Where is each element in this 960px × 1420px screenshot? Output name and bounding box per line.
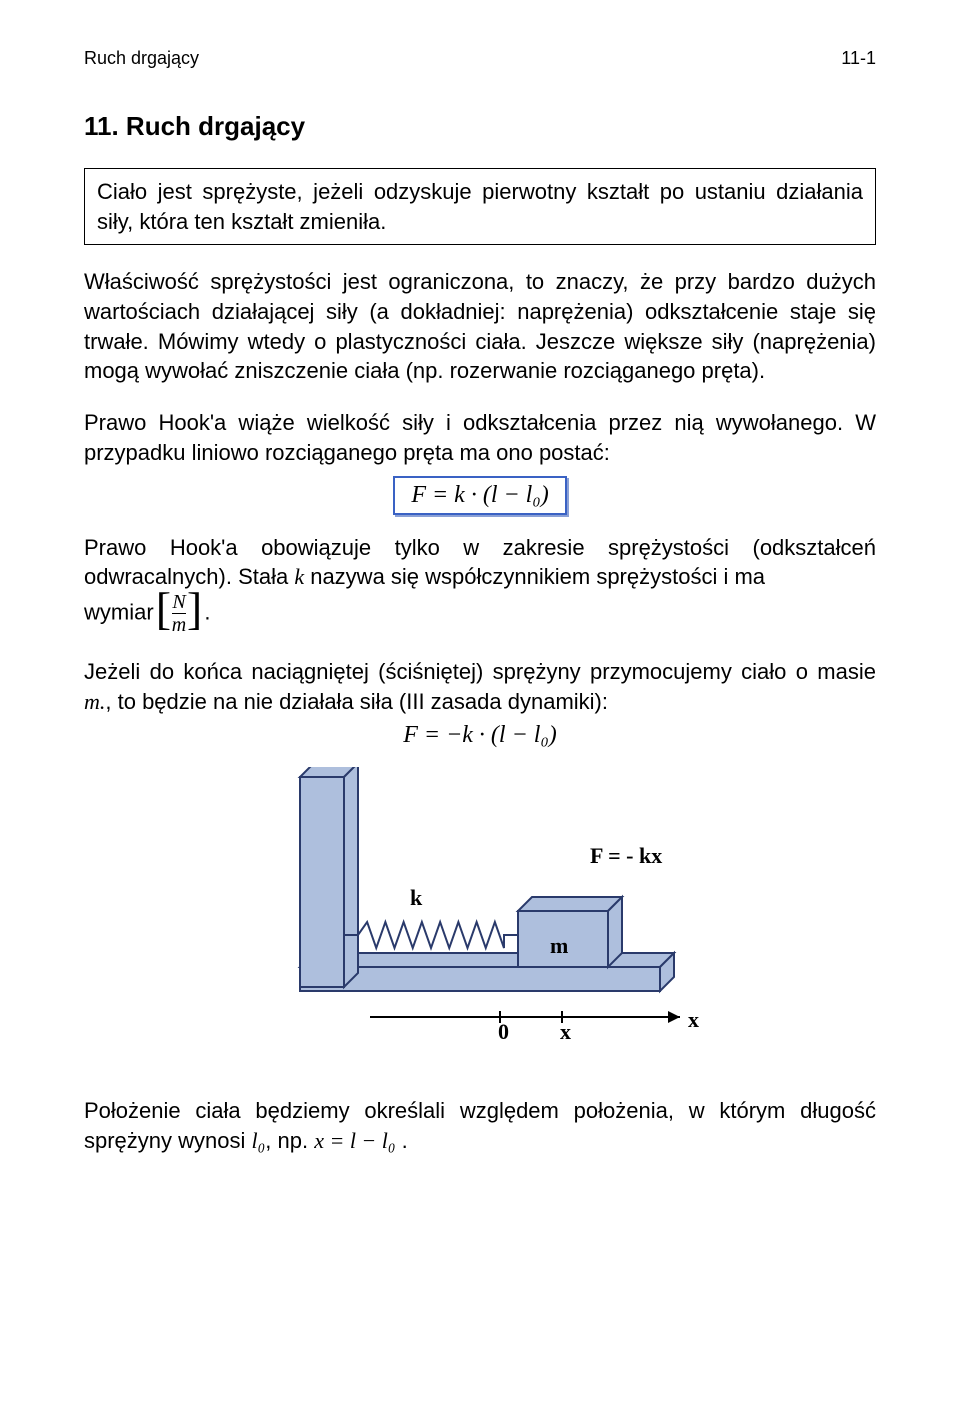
paragraph-4: Jeżeli do końca naciągniętej (ściśniętej… (84, 657, 876, 716)
p5-eq: x = l − l₀ (314, 1128, 395, 1153)
p4-m: m. (84, 689, 105, 714)
unit-bracket: Nm (162, 592, 196, 635)
paragraph-5: Położenie ciała będziemy określali wzglę… (84, 1096, 876, 1155)
p4-text-a: Jeżeli do końca naciągniętej (ściśniętej… (84, 659, 876, 684)
p5-text-b: , np. (265, 1128, 314, 1153)
paragraph-2: Prawo Hook'a wiąże wielkość siły i odksz… (84, 408, 876, 467)
formula-reaction: F = −k · (l − l₀) (84, 722, 876, 749)
p3-text-c: wymiar (84, 599, 160, 624)
svg-text:x: x (560, 1019, 571, 1044)
formula-hooke: F = k · (l − l₀) (84, 476, 876, 515)
spring-mass-diagram: k m F = - kx 0 x x (84, 767, 876, 1062)
p5-text-c: . (396, 1128, 408, 1153)
p5-l0: l₀ (252, 1128, 266, 1153)
svg-text:m: m (550, 933, 568, 958)
p5-text-a: Położenie ciała będziemy określali wzglę… (84, 1098, 876, 1153)
svg-text:x: x (688, 1007, 699, 1032)
header-right: 11-1 (841, 48, 876, 69)
diagram-svg: k m F = - kx 0 x x (250, 767, 710, 1057)
unit-num: N (172, 592, 186, 614)
definition-box: Ciało jest sprężyste, jeżeli odzyskuje p… (84, 168, 876, 245)
p4-text-b: , to będzie na nie działała siła (III za… (105, 689, 608, 714)
header-left: Ruch drgający (84, 48, 199, 69)
page: Ruch drgający 11-1 11. Ruch drgający Cia… (0, 0, 960, 1420)
paragraph-1: Właściwość sprężystości jest ograniczona… (84, 267, 876, 386)
unit-den: m (172, 614, 186, 635)
svg-text:k: k (410, 885, 423, 910)
formula-hooke-box: F = k · (l − l₀) (393, 476, 566, 515)
p3-k: k (294, 564, 304, 589)
paragraph-3a: Prawo Hook'a obowiązuje tylko w zakresie… (84, 533, 876, 592)
paragraph-3b: wymiar Nm . (84, 592, 876, 635)
svg-text:0: 0 (498, 1019, 509, 1044)
svg-text:F = - kx: F = - kx (590, 843, 662, 868)
running-header: Ruch drgający 11-1 (84, 48, 876, 69)
p3-text-b: nazywa się współczynnikiem sprężystości … (304, 564, 765, 589)
section-title: 11. Ruch drgający (84, 111, 876, 142)
